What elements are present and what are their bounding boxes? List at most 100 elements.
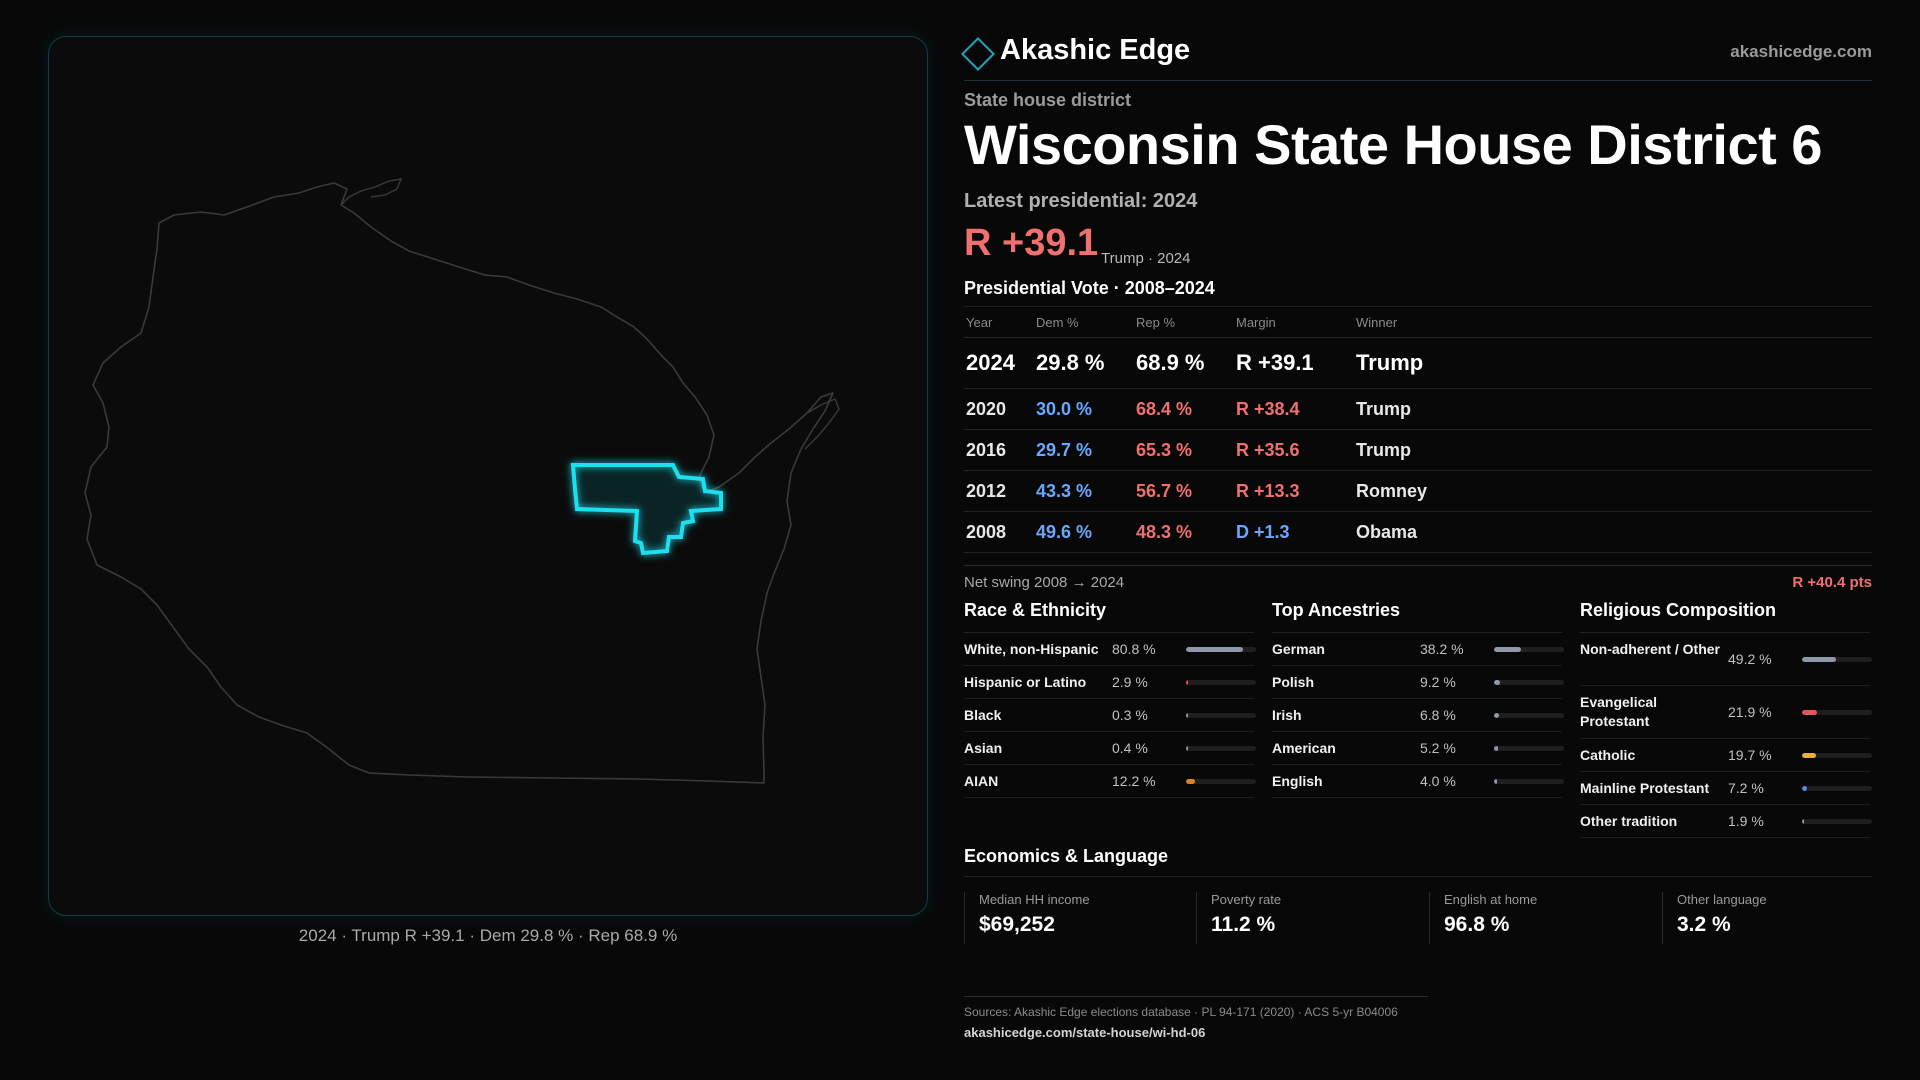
stat-row: Non-adherent / Other 49.2 %: [1580, 633, 1872, 686]
rep-cell: 56.7 %: [1134, 470, 1234, 512]
source-url-link[interactable]: akashicedge.com/state-house/wi-hd-06: [964, 1025, 1206, 1040]
econ-label: Other language: [1677, 892, 1767, 907]
stat-row: Evangelical Protestant 21.9 %: [1580, 686, 1872, 739]
race-list: White, non-Hispanic 80.8 % Hispanic or Lat…: [964, 633, 1256, 798]
econ-median-income: Median HH income $69,252: [964, 892, 1199, 944]
map-panel[interactable]: [48, 36, 928, 916]
stat-bar: [1494, 778, 1564, 784]
sources-footer: Sources: Akashic Edge elections database…: [964, 996, 1428, 1040]
year-cell: 2012: [964, 470, 1034, 512]
stat-value: 0.3 %: [1112, 706, 1148, 723]
econ-label: Median HH income: [979, 892, 1090, 907]
stat-bar-fill: [1494, 778, 1497, 784]
stat-value: 38.2 %: [1420, 640, 1464, 657]
stat-bar-fill: [1494, 745, 1498, 751]
stat-label: White, non-Hispanic: [964, 641, 1099, 657]
stat-value: 0.4 %: [1112, 739, 1148, 756]
dem-cell: 30.0 %: [1034, 388, 1134, 430]
winner-cell: Trump: [1354, 429, 1872, 471]
stat-row: Irish 6.8 %: [1272, 699, 1564, 732]
stat-value: 49.2 %: [1728, 650, 1772, 667]
econ-other-language: Other language 3.2 %: [1662, 892, 1897, 944]
stat-label: Asian: [964, 740, 1003, 756]
stat-value: 7.2 %: [1728, 779, 1764, 796]
margin-cell: R +35.6: [1234, 429, 1354, 471]
swing-value: R +40.4 pts: [1792, 574, 1872, 591]
stat-bar: [1186, 745, 1256, 751]
stat-bar-fill: [1494, 712, 1499, 718]
stat-label: Non-adherent / Other: [1580, 641, 1721, 657]
table-row: 2008 49.6 % 48.3 % D +1.3 Obama: [964, 511, 1872, 553]
stat-row: Polish 9.2 %: [1272, 666, 1564, 699]
col-rep: Rep %: [1134, 306, 1234, 338]
stat-row: German 38.2 %: [1272, 633, 1564, 666]
brand-name: Akashic Edge: [1000, 34, 1191, 66]
year-cell: 2016: [964, 429, 1034, 471]
econ-label: English at home: [1444, 892, 1538, 907]
stat-label: Evangelical Protestant: [1580, 694, 1658, 729]
econ-english-at-home: English at home 96.8 %: [1429, 892, 1664, 944]
religion-section: Religious Composition Non-adherent / Oth…: [1580, 600, 1872, 838]
stat-bar: [1802, 818, 1872, 824]
stat-label: Other tradition: [1580, 813, 1678, 829]
stat-value: 1.9 %: [1728, 812, 1764, 829]
stat-bar-fill: [1802, 752, 1816, 758]
stat-bar-fill: [1494, 679, 1501, 685]
margin-cell: D +1.3: [1234, 511, 1354, 553]
table-row: 2024 29.8 % 68.9 % R +39.1 Trump: [964, 337, 1872, 389]
winner-cell: Romney: [1354, 470, 1872, 512]
econ-poverty-rate: Poverty rate 11.2 %: [1196, 892, 1431, 944]
margin-cell: R +39.1: [1234, 337, 1354, 389]
stat-bar-fill: [1802, 656, 1837, 662]
econ-value: 11.2 %: [1211, 913, 1276, 936]
stat-label: Mainline Protestant: [1580, 780, 1710, 796]
rep-cell: 65.3 %: [1134, 429, 1234, 471]
stat-row: AIAN 12.2 %: [964, 765, 1256, 798]
ancestry-title: Top Ancestries: [1272, 600, 1562, 633]
stat-value: 12.2 %: [1112, 772, 1156, 789]
stat-bar: [1494, 679, 1564, 685]
page-kicker: State house district: [964, 90, 1132, 110]
stat-row: Black 0.3 %: [964, 699, 1256, 732]
latest-margin: R +39.1: [964, 222, 1099, 264]
religion-title: Religious Composition: [1580, 600, 1870, 633]
dem-cell: 49.6 %: [1034, 511, 1134, 553]
stat-row: Hispanic or Latino 2.9 %: [964, 666, 1256, 699]
stat-row: English 4.0 %: [1272, 765, 1564, 798]
district-map[interactable]: [49, 37, 927, 915]
district-6-outline[interactable]: [570, 463, 723, 556]
stat-row: Asian 0.4 %: [964, 732, 1256, 765]
col-winner: Winner: [1354, 306, 1872, 338]
page-title: Wisconsin State House District 6: [964, 113, 1822, 176]
table-header-row: Year Dem % Rep % Margin Winner: [964, 306, 1872, 338]
margin-cell: R +38.4: [1234, 388, 1354, 430]
stat-bar: [1494, 745, 1564, 751]
stat-bar: [1802, 785, 1872, 791]
econ-label: Poverty rate: [1211, 892, 1282, 907]
col-margin: Margin: [1234, 306, 1354, 338]
econ-value: $69,252: [979, 913, 1055, 936]
stat-value: 19.7 %: [1728, 746, 1772, 763]
stat-bar: [1802, 656, 1872, 662]
stat-bar-fill: [1802, 709, 1818, 715]
vote-table-title: Presidential Vote · 2008–2024: [964, 278, 1215, 298]
stat-value: 5.2 %: [1420, 739, 1456, 756]
stat-row: Catholic 19.7 %: [1580, 739, 1872, 772]
stat-value: 21.9 %: [1728, 703, 1772, 720]
map-caption: 2024 · Trump R +39.1 · Dem 29.8 % · Rep …: [298, 926, 678, 945]
latest-label: Latest presidential: 2024: [964, 190, 1198, 212]
stat-label: American: [1272, 740, 1336, 756]
stat-bar: [1494, 646, 1564, 652]
ancestry-list: German 38.2 % Polish 9.2 % Irish 6.8 % America…: [1272, 633, 1564, 798]
econ-value: 3.2 %: [1677, 913, 1731, 936]
stat-label: Irish: [1272, 707, 1302, 723]
presidential-vote-table: Year Dem % Rep % Margin Winner 2024 29.8…: [964, 306, 1872, 553]
brand-url-link[interactable]: akashicedge.com: [1730, 42, 1872, 61]
stat-bar-fill: [1494, 646, 1521, 652]
stat-label: AIAN: [964, 773, 999, 789]
stat-row: White, non-Hispanic 80.8 %: [964, 633, 1256, 666]
stat-bar-fill: [1802, 818, 1804, 824]
table-row: 2016 29.7 % 65.3 % R +35.6 Trump: [964, 429, 1872, 471]
winner-cell: Obama: [1354, 511, 1872, 553]
stat-label: Black: [964, 707, 1002, 723]
